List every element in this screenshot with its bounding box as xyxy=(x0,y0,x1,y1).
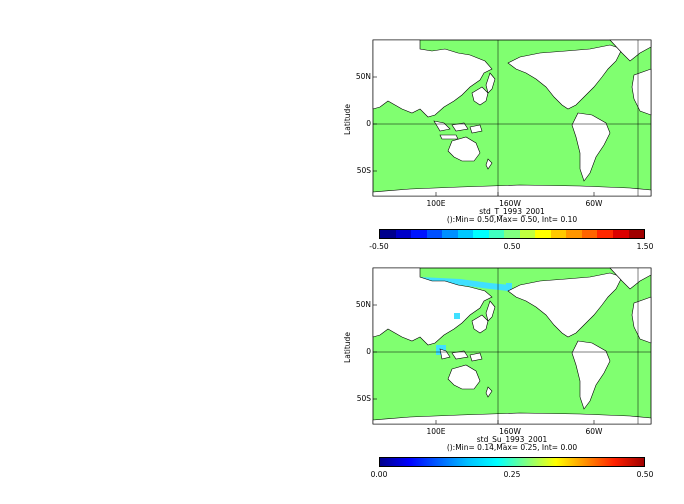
lon-tick-label: 100E xyxy=(426,199,446,208)
colorbar-label: 1.50 xyxy=(636,242,654,251)
colorbar-label: 0.50 xyxy=(503,242,521,251)
landmass-east-asia xyxy=(471,86,489,106)
lat-tick-label: 50N xyxy=(355,300,371,309)
colorbar-segment xyxy=(473,230,489,238)
tick-marks xyxy=(373,304,595,424)
colorbar-segment xyxy=(426,230,443,238)
colorbar-segment xyxy=(628,230,645,238)
y-axis-label: Latitude xyxy=(342,332,352,363)
colorbar-segment xyxy=(395,230,412,238)
lon-tick-label: 160W xyxy=(499,427,521,436)
landmass-south-america xyxy=(571,112,611,182)
landmass-greenland xyxy=(609,39,652,62)
lat-tick-label: 50S xyxy=(356,166,371,175)
landmass-nz xyxy=(485,158,493,170)
landmass-europe xyxy=(631,68,652,116)
arctic-highlight xyxy=(420,277,510,291)
colorbar xyxy=(379,229,645,239)
landmass-indonesia xyxy=(439,348,483,362)
landmass-asia xyxy=(372,39,493,118)
colorbar-segment xyxy=(488,230,505,238)
colorbar-label: 0.50 xyxy=(636,470,654,479)
landmass-antarctica xyxy=(372,184,652,197)
colorbar-segment xyxy=(504,230,520,238)
stats-text: ():Min= 0.50,Max= 0.50, Int= 0.10 xyxy=(446,215,578,224)
lon-tick-label: 60W xyxy=(585,427,603,436)
map-panel-std-su: Latitude 50N 0 50S 100E 160W 60W std_Su_… xyxy=(340,263,684,503)
lon-tick-label: 60W xyxy=(585,199,603,208)
colorbar-segment xyxy=(535,230,551,238)
indonesia-highlight xyxy=(454,313,460,319)
colorbar-segment xyxy=(457,230,474,238)
map-std-su xyxy=(372,267,652,425)
stats-text: ():Min= 0.14,Max= 0.25, Int= 0.00 xyxy=(446,443,578,452)
landmass-antarctica xyxy=(372,412,652,425)
colorbar-segment xyxy=(612,230,629,238)
landmass-greenland xyxy=(609,267,652,290)
landmass-south-america xyxy=(571,340,611,410)
colorbar-segment xyxy=(519,230,536,238)
map-std-t xyxy=(372,39,652,197)
colorbar-segment xyxy=(380,230,396,238)
tick-marks xyxy=(373,76,595,196)
bering-highlight xyxy=(506,283,512,291)
map-panel-std-t: Latitude 50N 0 50S 100E 160W 60W std_T_1… xyxy=(340,35,684,275)
landmass-japan xyxy=(485,72,496,94)
landmass-australia xyxy=(447,364,481,390)
colorbar-segment xyxy=(442,230,458,238)
colorbar-segment xyxy=(581,230,598,238)
lat-tick-label: 50N xyxy=(355,72,371,81)
landmass-indonesia xyxy=(433,120,483,140)
landmass-north-america xyxy=(507,44,623,110)
landmass-europe xyxy=(631,296,652,344)
colorbar-segment xyxy=(550,230,567,238)
colorbar-gradient xyxy=(380,458,644,466)
landmass-japan xyxy=(485,300,496,322)
colorbar-segment xyxy=(597,230,613,238)
colorbar-segment xyxy=(566,230,582,238)
colorbar-label: 0.25 xyxy=(503,470,521,479)
lon-tick-label: 100E xyxy=(426,427,446,436)
y-axis-label: Latitude xyxy=(342,104,352,135)
variable-name: std_T_1993_2001 xyxy=(479,207,545,216)
landmass-nz xyxy=(485,386,493,398)
landmass-east-asia xyxy=(471,314,489,334)
landmass-asia xyxy=(372,267,493,346)
landmass-north-america xyxy=(507,272,623,338)
landmass-australia xyxy=(447,136,481,162)
lon-tick-label: 160W xyxy=(499,199,521,208)
colorbar-label: -0.50 xyxy=(369,242,389,251)
colorbar-segment xyxy=(411,230,427,238)
colorbar xyxy=(379,457,645,467)
colorbar-label: 0.00 xyxy=(370,470,388,479)
variable-name: std_Su_1993_2001 xyxy=(476,435,548,444)
lat-tick-label: 50S xyxy=(356,394,371,403)
lat-tick-label: 0 xyxy=(366,347,371,356)
lat-tick-label: 0 xyxy=(366,119,371,128)
